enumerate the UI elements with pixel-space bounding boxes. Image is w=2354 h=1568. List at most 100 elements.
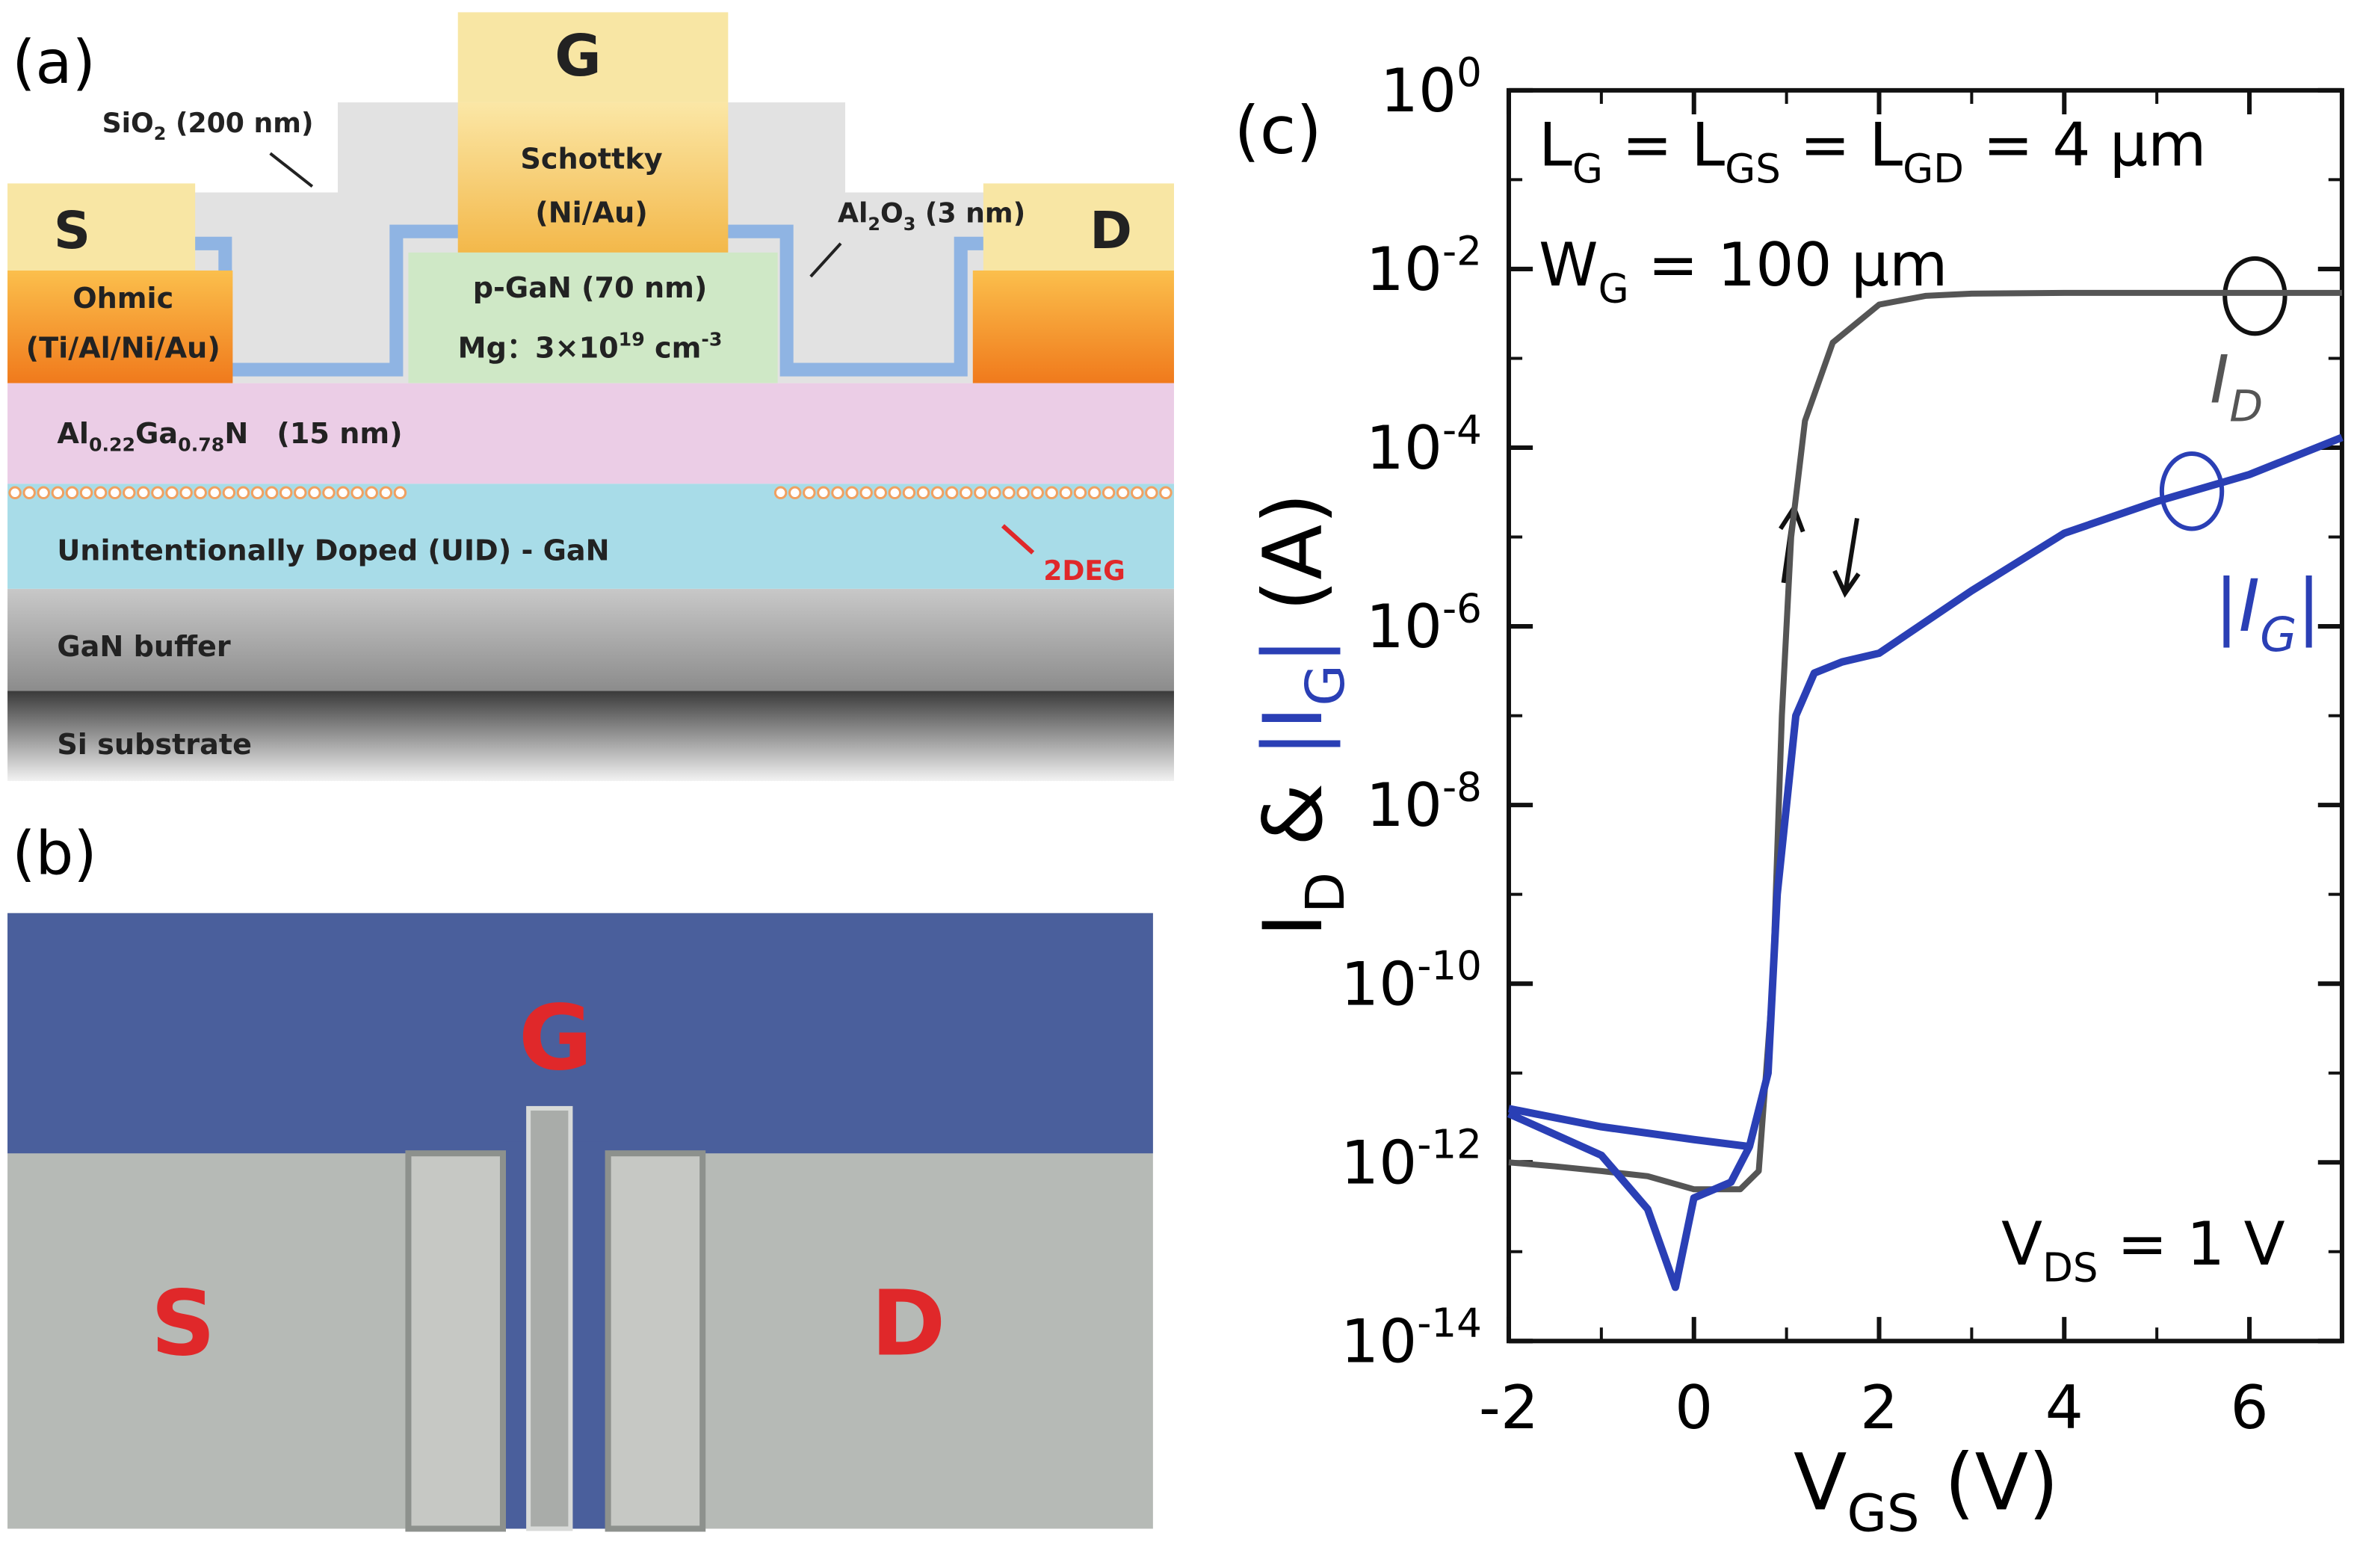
- text-run: |I: [2214, 564, 2260, 649]
- dot: [79, 486, 93, 500]
- dot: [65, 486, 79, 500]
- dot: [1116, 486, 1130, 500]
- text-run: -10: [1417, 943, 1482, 990]
- text-run: 0: [1675, 1372, 1713, 1442]
- x-tick-label: 6: [2230, 1372, 2268, 1442]
- legend-label: |IG|: [2214, 564, 2321, 663]
- dot: [817, 486, 830, 500]
- dot: [165, 486, 179, 500]
- text-run: (b): [12, 818, 97, 889]
- text-run: 0.22: [89, 434, 135, 456]
- text-run: 2: [1860, 1372, 1898, 1442]
- layer: [7, 691, 1174, 781]
- dot: [250, 486, 265, 500]
- dot: [151, 486, 164, 500]
- y-tick-label: 10-6: [1366, 585, 1482, 661]
- text-run: 10: [1341, 1306, 1417, 1376]
- dot: [902, 486, 916, 500]
- dot: [194, 486, 207, 500]
- text-run: (Ti/Al/Ni/Au): [26, 331, 220, 364]
- arrow: [269, 152, 314, 188]
- dot: [1002, 486, 1016, 500]
- dot: [279, 486, 293, 500]
- text-run: D: [2229, 380, 2263, 431]
- layer: [7, 588, 1174, 691]
- dot: [1059, 486, 1073, 500]
- text-run: I: [1246, 913, 1341, 937]
- text-run: (a): [12, 27, 96, 97]
- dot: [859, 486, 873, 500]
- y-tick-label: 10-2: [1366, 228, 1482, 304]
- sweep-arrow: [1832, 517, 1861, 598]
- text-run: 10: [1366, 591, 1442, 661]
- label: Unintentionally Doped (UID) - GaN: [57, 534, 609, 567]
- y-tick-label: 10-8: [1366, 764, 1482, 840]
- text-run: Si substrate: [57, 728, 252, 761]
- dot: [393, 486, 407, 500]
- text-run: -2: [1442, 228, 1482, 274]
- drain-pad: [983, 183, 1174, 271]
- text-run: &: [1246, 757, 1341, 872]
- label: GaN buffer: [57, 630, 231, 663]
- text-run: = 1 V: [2098, 1209, 2285, 1279]
- label: Mg：3×1019 cm-3: [458, 328, 723, 364]
- series-marker-circle: [2159, 451, 2225, 531]
- dot: [1031, 486, 1044, 500]
- text-run: 0.78: [178, 434, 224, 456]
- x-tick-label: 0: [1675, 1372, 1713, 1442]
- text-run: Al: [57, 417, 89, 450]
- label: SiO2 (200 nm): [102, 107, 314, 144]
- text-run: |: [1246, 638, 1341, 665]
- text-run: Ga: [135, 417, 178, 450]
- layer: [7, 484, 1174, 589]
- text-run: (200 nm): [166, 107, 313, 139]
- series-line: [1508, 289, 2342, 1193]
- dot: [888, 486, 902, 500]
- text-run: Al: [838, 197, 868, 229]
- text-run: D: [871, 1271, 945, 1376]
- dot: [803, 486, 816, 500]
- dot: [222, 486, 236, 500]
- text-run: 2DEG: [1043, 555, 1125, 587]
- text-run: DS: [2042, 1244, 2098, 1291]
- dot: [974, 486, 987, 500]
- dot: [93, 486, 108, 500]
- text-run: G: [1572, 146, 1603, 192]
- y-tick-label: 10-14: [1341, 1300, 1482, 1377]
- legend-label: ID: [2210, 342, 2263, 432]
- label: (Ti/Al/Ni/Au): [26, 331, 220, 364]
- dot: [123, 486, 136, 500]
- text-run: G: [554, 23, 602, 90]
- gate-pad: [457, 12, 729, 102]
- source-pad: [7, 183, 196, 271]
- y-tick-label: 10-12: [1341, 1122, 1482, 1198]
- dot: [22, 486, 36, 500]
- dot: [788, 486, 802, 500]
- text-run: (V): [1920, 1436, 2059, 1528]
- text-run: W: [1539, 229, 1598, 300]
- layer: [7, 383, 1174, 484]
- dot: [37, 486, 50, 500]
- text-run: -2: [1479, 1372, 1539, 1442]
- text-run: Mg：3×10: [458, 331, 619, 364]
- dot: [51, 486, 65, 500]
- text-run: GaN buffer: [57, 630, 231, 663]
- label: S: [151, 1271, 216, 1376]
- text-run: GS: [1847, 1484, 1920, 1544]
- text-run: 10: [1380, 55, 1456, 126]
- text-run: = 100 µm: [1629, 229, 1948, 300]
- text-run: 2: [868, 214, 880, 235]
- text-run: 10: [1366, 770, 1442, 840]
- text-run: (A): [1246, 493, 1341, 637]
- text-run: 6: [2230, 1372, 2268, 1442]
- label: Al2O3 (3 nm): [838, 197, 1025, 235]
- dot: [322, 486, 336, 500]
- text-run: -8: [1442, 764, 1482, 810]
- text-run: 10: [1366, 413, 1442, 483]
- dot: [845, 486, 859, 500]
- text-run: S: [54, 202, 90, 261]
- text-run: -3: [701, 328, 722, 350]
- text-run: Ohmic: [72, 282, 173, 315]
- label: (Ni/Au): [535, 197, 648, 229]
- text-run: N (15 nm): [224, 417, 402, 450]
